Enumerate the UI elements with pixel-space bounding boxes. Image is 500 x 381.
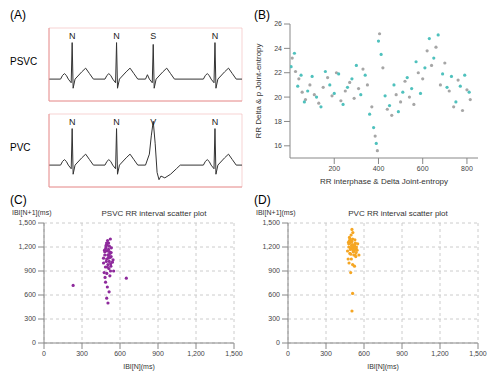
svg-text:600: 600 (24, 291, 36, 298)
svg-text:26: 26 (274, 20, 282, 27)
svg-text:24: 24 (274, 45, 282, 52)
svg-text:IBI[N](ms): IBI[N](ms) (367, 363, 399, 371)
svg-text:600: 600 (417, 165, 429, 172)
html-text:IBI[N+1](ms): IBI[N+1](ms) (256, 209, 296, 216)
svg-text:N: N (69, 31, 76, 41)
svg-text:800: 800 (461, 165, 473, 172)
svg-text:N: N (113, 31, 120, 41)
svg-text:V: V (150, 117, 156, 127)
svg-text:RR interphase & Delta Joint-en: RR interphase & Delta Joint-entropy (320, 177, 448, 186)
svg-text:600: 600 (268, 291, 280, 298)
svg-text:900: 900 (396, 350, 408, 357)
html-text:PSVC RR interval scatter plot: PSVC RR interval scatter plot (101, 209, 207, 218)
svg-text:20: 20 (274, 94, 282, 101)
svg-text:1,200: 1,200 (431, 350, 449, 357)
svg-text:1,500: 1,500 (225, 350, 243, 357)
svg-text:IBI[N](ms): IBI[N](ms) (123, 363, 155, 371)
svg-text:400: 400 (373, 165, 385, 172)
svg-text:900: 900 (152, 350, 164, 357)
html-text:(D): (D) (254, 193, 271, 207)
svg-text:300: 300 (24, 315, 36, 322)
svg-text:200: 200 (328, 165, 340, 172)
svg-text:0: 0 (286, 350, 290, 357)
svg-text:1,200: 1,200 (187, 350, 205, 357)
svg-text:1,500: 1,500 (262, 219, 280, 226)
svg-text:16: 16 (274, 142, 282, 149)
svg-text:N: N (212, 117, 219, 127)
svg-text:600: 600 (358, 350, 370, 357)
svg-text:900: 900 (24, 267, 36, 274)
svg-text:0: 0 (32, 339, 36, 346)
svg-text:22: 22 (274, 69, 282, 76)
html-text:IBI[N+1](ms): IBI[N+1](ms) (12, 209, 52, 216)
svg-text:S: S (150, 31, 156, 41)
svg-text:N: N (212, 31, 219, 41)
svg-text:300: 300 (320, 350, 332, 357)
svg-text:300: 300 (268, 315, 280, 322)
svg-text:RR Delta & p Joint-entropy: RR Delta & p Joint-entropy (254, 43, 263, 138)
html-text:(A): (A) (10, 8, 26, 22)
svg-text:1,200: 1,200 (262, 243, 280, 250)
svg-text:N: N (113, 117, 120, 127)
html-text:(C): (C) (10, 193, 27, 207)
svg-text:1,500: 1,500 (469, 350, 487, 357)
html-text:(B): (B) (254, 8, 270, 22)
svg-text:0: 0 (42, 350, 46, 357)
svg-text:1,200: 1,200 (18, 243, 36, 250)
html-text:PVC RR interval scatter plot: PVC RR interval scatter plot (348, 209, 448, 218)
svg-text:18: 18 (274, 118, 282, 125)
html-text:PVC: PVC (10, 142, 31, 153)
svg-text:0: 0 (276, 339, 280, 346)
svg-text:N: N (69, 117, 76, 127)
html-text:PSVC: PSVC (10, 56, 38, 67)
svg-text:1,500: 1,500 (18, 219, 36, 226)
svg-text:900: 900 (268, 267, 280, 274)
svg-text:300: 300 (76, 350, 88, 357)
svg-text:600: 600 (114, 350, 126, 357)
